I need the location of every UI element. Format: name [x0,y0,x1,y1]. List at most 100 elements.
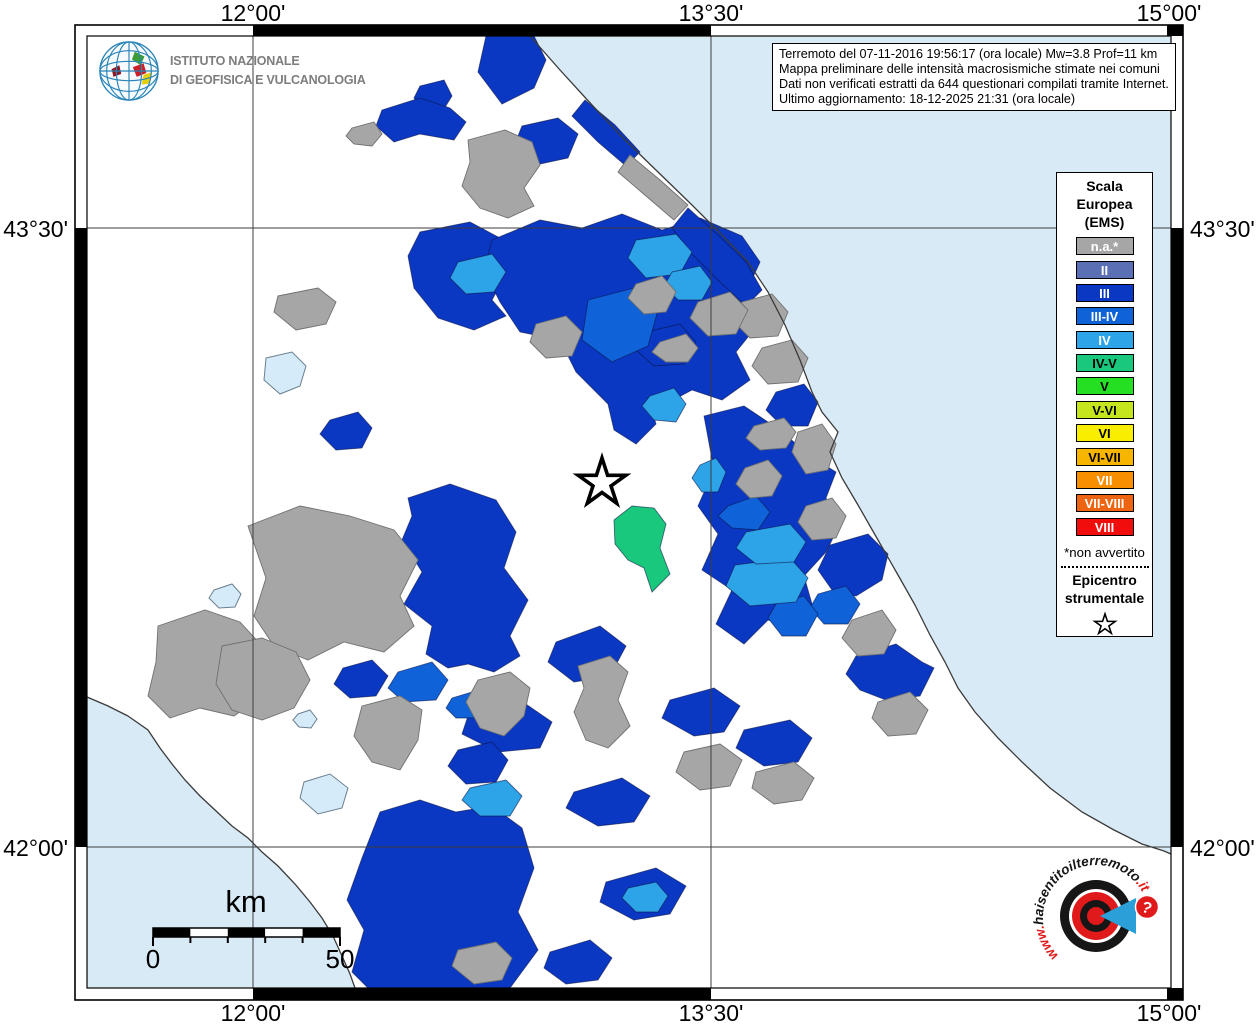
legend-item-n-a-: n.a.* [1075,237,1134,256]
legend-item-vi: VI [1075,424,1134,443]
axis-bottom-12: 12°00' [220,1000,286,1026]
haisentitoilterremoto-bullseye-icon: ? www.haisentitoilterremoto.it [1031,853,1160,963]
municipality-polygon [735,459,783,499]
municipality-polygon [767,595,819,637]
axis-left-4330: 43°30' [3,216,68,242]
legend-title-line2: Europea [1076,195,1133,212]
municipality-polygon [745,417,797,451]
star-icon [572,452,632,508]
sound-cone-icon [1100,898,1136,934]
info-line-map-type: Mappa preliminare delle intensità macros… [779,61,1160,76]
municipality-polygon [319,411,373,451]
legend-item-v: V [1075,377,1134,396]
lake [299,773,349,815]
municipality-polygon [641,387,687,423]
axis-bottom-15: 15°00' [1136,1000,1202,1026]
legend-item-vi-vii: VI-VII [1075,447,1134,466]
municipality-polygon [215,637,311,721]
ems-scale-legend: Scala Europea (EMS) n.a.* II III III-IV IV IV… [1056,172,1153,637]
municipality-polygon [661,687,741,737]
legend-item-iii: III [1075,283,1134,302]
ingv-name: ISTITUTO NAZIONALE DI GEOFISICA E VULCAN… [170,52,366,90]
municipality-polygon [841,609,897,657]
municipality-polygon [621,881,669,913]
legend-item-iii-iv: III-IV [1075,307,1134,326]
municipality-polygon [461,129,541,219]
lake [292,709,318,729]
municipality-polygon [735,719,813,767]
lake [263,351,307,395]
municipality-polygon [529,315,583,359]
axis-bottom-1330: 13°30' [678,1000,744,1026]
scale-bar-end: 50 [325,944,355,974]
adriatic-coastline [529,36,1171,855]
legend-item-vii: VII [1075,471,1134,490]
municipality-polygon [449,253,507,295]
legend-footnote: *non avvertito [1064,544,1145,560]
lakes [208,351,349,815]
municipality-polygon [353,695,423,771]
ingv-globe-icon [99,41,159,101]
municipality-polygon [543,939,613,985]
municipality-polygon [617,154,689,221]
adriatic-sea [530,36,1171,854]
ingv-logo: ISTITUTO NAZIONALE DI GEOFISICA E VULCAN… [98,40,366,102]
municipality-polygon [451,941,513,985]
axis-top-15: 15°00' [1136,0,1202,26]
question-badge-icon [1134,894,1160,920]
municipality-polygon [461,779,523,817]
municipality-polygon [565,777,651,827]
axis-right-42: 42°00' [1190,835,1255,861]
axis-left-42: 42°00' [3,835,68,861]
municipality-polygon [375,97,467,143]
municipality-polygon [675,743,743,791]
info-line-event: Terremoto del 07-11-2016 19:56:17 (ora l… [779,47,1158,61]
municipality-polygon [627,275,677,315]
municipality-polygons [147,36,935,988]
legend-title: Scala Europea (EMS) [1076,178,1132,232]
legend-items: n.a.* II III III-IV IV IV-V V V-VI VI VI-VII VII VI… [1057,232,1152,536]
municipality-polygon [613,505,671,593]
ingv-name-line2: DI GEOFISICA E VULCANOLOGIA [170,73,366,87]
municipality-polygon [797,497,847,541]
municipality-polygon [845,643,935,701]
municipality-polygon [345,121,383,147]
scale-bar-start: 0 [145,944,161,974]
municipality-polygon [247,505,419,661]
municipality-polygon [477,36,547,105]
legend-item-vii-viii: VII-VIII [1075,494,1134,513]
municipality-polygon [735,523,807,565]
info-line-updated: Ultimo aggiornamento: 18-12-2025 21:31 (… [779,91,1076,106]
legend-epicenter-line1: Epicentro [1072,571,1137,588]
legend-divider [1060,565,1149,568]
municipality-polygon [689,291,749,337]
legend-item-ii: II [1075,260,1134,279]
municipality-polygon [651,333,699,363]
municipality-polygon [401,483,529,673]
municipality-polygon [791,423,837,475]
municipality-polygon [751,761,815,805]
municipality-polygon [333,659,389,699]
axis-top-12: 12°00' [220,0,286,26]
axis-right-4330: 43°30' [1190,216,1255,242]
municipality-polygon [765,383,819,427]
ingv-name-line1: ISTITUTO NAZIONALE [170,54,300,69]
legend-title-line3: (EMS) [1084,213,1125,230]
tyrrhenian-sea [87,697,355,988]
municipality-polygon [273,287,337,331]
scale-bar-unit: km [225,884,267,919]
legend-item-v-vi: V-VI [1075,400,1134,419]
scale-bar [152,927,341,946]
site-url-www: www. [1032,924,1061,963]
legend-epicenter-line2: strumentale [1064,589,1145,606]
municipality-polygon [817,533,889,597]
legend-epicenter-title: Epicentro strumentale [1065,572,1144,608]
star-icon [1091,611,1118,636]
graticule-gridlines [87,36,1171,988]
municipality-polygon [573,655,631,749]
legend-item-viii: VIII [1075,517,1134,536]
earthquake-info-box: Terremoto del 07-11-2016 19:56:17 (ora l… [772,43,1176,111]
municipality-polygon [387,661,449,703]
